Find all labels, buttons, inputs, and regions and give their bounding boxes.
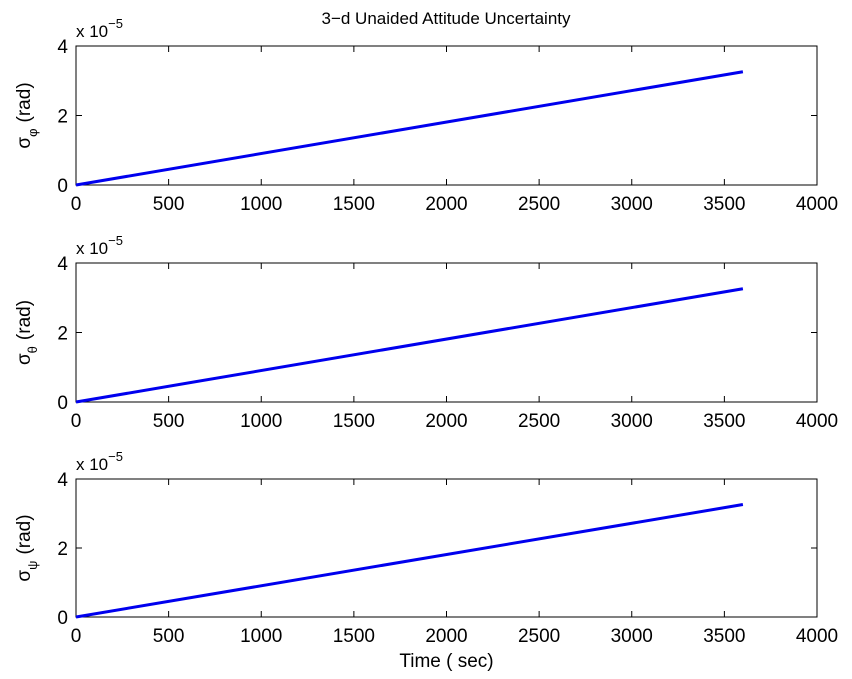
x-tick-label: 3000	[611, 626, 653, 647]
subplot-1: 0 500 1000 1500 2000 2500 3000 3500 4000 0 2 4 x 10−…	[14, 16, 838, 215]
x-tick-label: 1500	[333, 194, 375, 215]
x-axis-label: Time ( sec)	[399, 651, 493, 672]
x-tick-label: 3000	[611, 194, 653, 215]
series-line	[75, 70, 744, 187]
x-tick-label: 2500	[518, 194, 560, 215]
x-tick-label: 3000	[611, 411, 653, 432]
y-axis-subscript: φ	[25, 128, 40, 136]
y-axis-symbol: σ	[14, 570, 35, 582]
x-tick-label: 2000	[425, 411, 467, 432]
x-tick-label: 4000	[796, 194, 838, 215]
y-tick-label: 2	[57, 324, 68, 345]
x-tick-label: 500	[153, 626, 185, 647]
x-tick-label: 500	[153, 411, 185, 432]
y-axis-subscript: ψ	[25, 561, 40, 570]
y-exponent-label: x 10−5	[76, 233, 123, 258]
x-tick-label: 1500	[333, 626, 375, 647]
y-tick-label: 0	[57, 176, 68, 197]
y-axis-label: σθ (rad)	[14, 300, 40, 365]
y-axis-label: σψ (rad)	[14, 514, 40, 581]
y-multiplier: x 10	[76, 22, 108, 41]
x-tick-label: 0	[71, 194, 82, 215]
x-tick-label: 1000	[240, 411, 282, 432]
y-exponent-label: x 10−5	[76, 16, 123, 41]
axes-box	[75, 478, 818, 618]
y-tick-label: 2	[57, 107, 68, 128]
y-tick-label: 4	[57, 37, 68, 58]
x-tick-label: 2500	[518, 626, 560, 647]
x-tick-label: 0	[71, 411, 82, 432]
axes-box	[75, 45, 818, 186]
series-line	[75, 287, 744, 404]
y-axis-subscript: θ	[25, 346, 40, 353]
x-tick-label: 1500	[333, 411, 375, 432]
subplot-3: 0 500 1000 1500 2000 2500 3000 3500 4000 0 2 4 x 10−…	[14, 449, 838, 672]
axes-box	[75, 262, 818, 403]
x-tick-label: 1000	[240, 194, 282, 215]
x-tick-label: 4000	[796, 411, 838, 432]
x-tick-label: 2500	[518, 411, 560, 432]
y-axis-symbol: σ	[14, 353, 35, 365]
y-tick-label: 0	[57, 608, 68, 629]
y-axis-unit: (rad)	[14, 82, 35, 122]
y-exponent: −5	[108, 16, 123, 31]
subplot-2: 0 500 1000 1500 2000 2500 3000 3500 4000 0 2 4 x 10−…	[14, 233, 838, 432]
y-tick-label: 0	[57, 393, 68, 414]
y-axis-symbol: σ	[14, 137, 35, 149]
x-tick-label: 1000	[240, 626, 282, 647]
x-tick-label: 2000	[425, 194, 467, 215]
x-tick-label: 4000	[796, 626, 838, 647]
series-line	[75, 503, 744, 619]
x-tick-label: 500	[153, 194, 185, 215]
x-tick-label: 3500	[703, 194, 745, 215]
figure-title: 3−d Unaided Attitude Uncertainty	[321, 9, 571, 28]
x-tick-label: 2000	[425, 626, 467, 647]
x-tick-label: 0	[71, 626, 82, 647]
y-axis-unit: (rad)	[14, 514, 35, 554]
y-multiplier: x 10	[76, 455, 108, 474]
y-axis-label: σφ (rad)	[14, 82, 40, 148]
y-tick-label: 4	[57, 470, 68, 491]
y-exponent-label: x 10−5	[76, 449, 123, 474]
x-tick-label: 3500	[703, 626, 745, 647]
y-tick-label: 2	[57, 539, 68, 560]
y-tick-label: 4	[57, 254, 68, 275]
x-tick-label: 3500	[703, 411, 745, 432]
y-axis-unit: (rad)	[14, 300, 35, 340]
y-exponent: −5	[108, 233, 123, 248]
y-exponent: −5	[108, 449, 123, 464]
y-multiplier: x 10	[76, 239, 108, 258]
